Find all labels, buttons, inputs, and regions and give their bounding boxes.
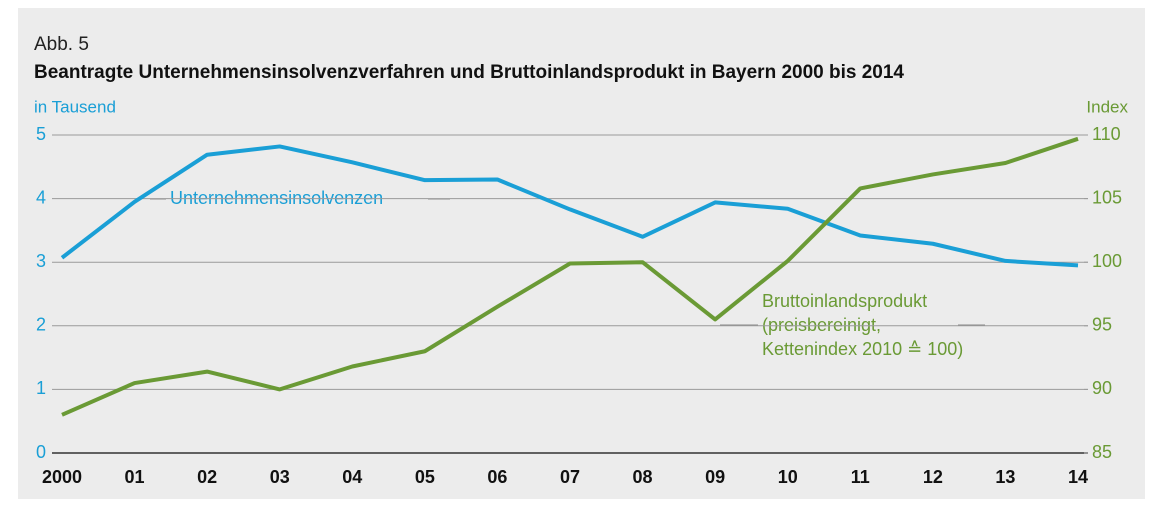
y-tick-label: 3 [36,251,46,271]
y2-tick-label: 100 [1092,251,1122,271]
x-tick-label: 06 [487,467,507,487]
x-tick-label: 11 [851,467,870,487]
y2-tick-label: 85 [1092,442,1112,462]
series-line [61,136,1079,417]
x-tick-label: 02 [197,467,217,487]
x-tick-label: 10 [778,467,798,487]
x-tick-label: 12 [923,467,943,487]
x-tick-label: 03 [270,467,290,487]
y-tick-label: 2 [36,315,46,335]
annotation: (preisbereinigt, [762,315,881,335]
x-tick-label: 14 [1068,467,1088,487]
y-tick-label: 5 [36,124,46,144]
y-tick-label: 4 [36,187,46,207]
y-axis-label: in Tausend [34,97,116,116]
y-tick-label: 1 [36,378,46,398]
x-tick-label: 09 [705,467,725,487]
series-label: Bruttoinlandsprodukt [762,291,927,311]
x-tick-label: 2000 [42,467,82,487]
series-line [60,144,1079,268]
y2-tick-label: 90 [1092,378,1112,398]
x-tick-label: 13 [995,467,1015,487]
y2-tick-label: 95 [1092,315,1112,335]
background [18,8,1145,499]
x-tick-label: 08 [633,467,653,487]
figure-label: Abb. 5 [34,34,89,55]
y-tick-label: 0 [36,442,46,462]
x-tick-label: 07 [560,467,580,487]
x-tick-label: 05 [415,467,435,487]
series-label: Unternehmensinsolvenzen [170,188,383,208]
x-tick-label: 04 [342,467,362,487]
y2-tick-label: 110 [1092,124,1121,144]
chart-title: Beantragte Unternehmensinsolvenzverfahre… [34,62,904,83]
y2-tick-label: 105 [1092,187,1122,207]
x-tick-label: 01 [125,467,145,487]
y2-axis-label: Index [1086,97,1128,116]
annotation: Kettenindex 2010 ≙ 100) [762,339,963,359]
